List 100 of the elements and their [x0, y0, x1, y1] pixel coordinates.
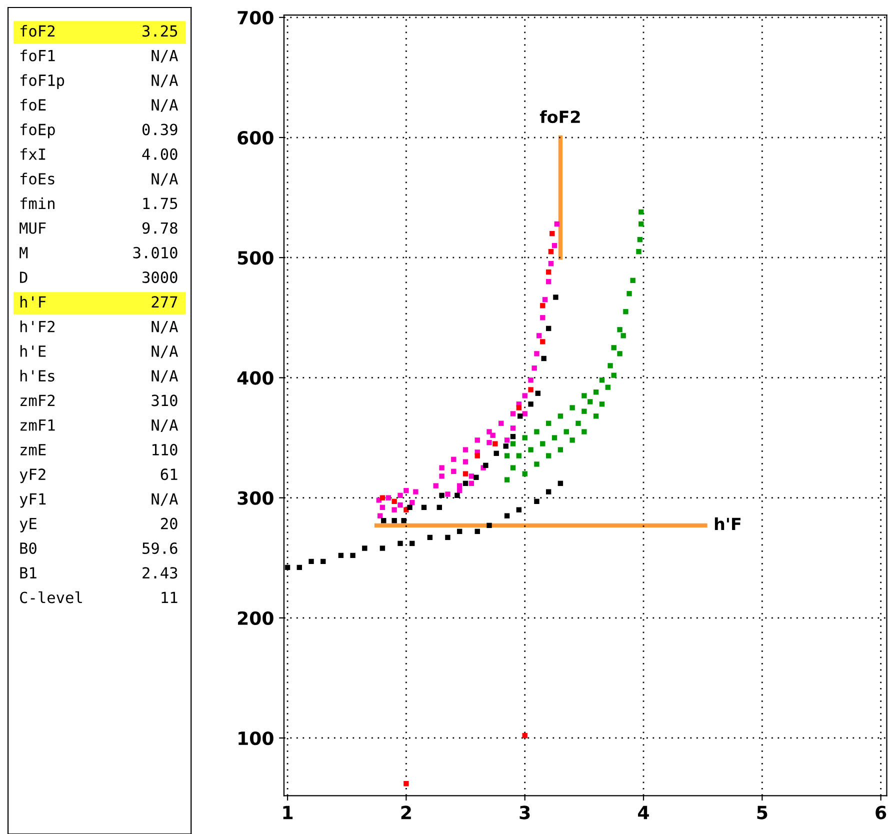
y-tick-label: 300 [238, 491, 274, 505]
text: zmF2 310 [20, 394, 178, 406]
point [433, 483, 438, 488]
point [534, 429, 540, 434]
x-tick-label: 1 [283, 806, 293, 820]
text: foF2 3.25 [20, 24, 178, 37]
point [308, 558, 314, 564]
point [522, 471, 528, 476]
point [439, 492, 444, 498]
point [510, 411, 516, 416]
point [504, 513, 510, 518]
point [456, 483, 462, 488]
point [362, 546, 368, 551]
point [550, 230, 555, 236]
text: yF2 61 [20, 468, 178, 484]
point [468, 480, 474, 486]
point [504, 438, 510, 443]
point [546, 279, 552, 284]
text: foF1p N/A [20, 74, 178, 89]
point [516, 507, 522, 512]
point [599, 402, 605, 407]
point [413, 489, 418, 494]
point [617, 351, 622, 356]
point [421, 504, 427, 510]
point [492, 441, 498, 446]
y-tick-label: 400 [237, 371, 274, 385]
point [534, 498, 540, 504]
point [439, 465, 444, 470]
point [486, 440, 492, 446]
point [504, 477, 510, 482]
point [546, 489, 552, 494]
point [552, 435, 558, 440]
point [462, 471, 468, 476]
point [564, 429, 569, 434]
point [498, 420, 504, 426]
point [518, 414, 523, 419]
y-tick-label: 600 [238, 130, 274, 145]
point [532, 365, 537, 371]
point [462, 447, 468, 452]
point [516, 405, 522, 410]
point [462, 459, 468, 464]
point [534, 351, 540, 356]
point [528, 447, 534, 452]
point [588, 399, 593, 404]
point [630, 278, 636, 284]
point [504, 453, 510, 458]
point [510, 434, 516, 440]
point [522, 732, 528, 738]
point [570, 405, 575, 410]
text: B1 2.43 [20, 567, 178, 579]
point [296, 564, 302, 570]
point [599, 378, 605, 383]
point [436, 504, 442, 510]
point [534, 462, 540, 467]
point [540, 303, 546, 308]
point [445, 492, 450, 497]
point [593, 390, 599, 395]
point [546, 420, 552, 426]
point [552, 242, 558, 248]
text: foEp 0.39 [20, 123, 178, 138]
point [474, 438, 480, 443]
point [541, 356, 546, 362]
text: foF1 N/A [20, 50, 178, 63]
point [398, 540, 403, 546]
text: fmin 1.75 [20, 197, 178, 210]
point [338, 552, 344, 558]
point [626, 291, 632, 296]
point [439, 474, 444, 479]
point [611, 345, 616, 350]
text: B0 59.6 [20, 542, 178, 554]
point [636, 249, 642, 254]
point [386, 495, 391, 500]
point [503, 444, 508, 449]
point [536, 333, 542, 338]
point [522, 393, 528, 398]
point [284, 564, 290, 570]
point [548, 249, 554, 254]
point [392, 498, 397, 504]
point [320, 558, 326, 564]
point [398, 492, 403, 498]
point [554, 221, 560, 227]
text: D 3000 [20, 272, 178, 284]
point [486, 429, 492, 434]
text: foEs N/A [20, 172, 178, 186]
text: MUF 9.78 [20, 222, 178, 234]
point [553, 294, 558, 300]
point [611, 372, 616, 378]
point [392, 507, 397, 512]
point [620, 333, 626, 338]
y-tick-label: 700 [238, 10, 274, 25]
x-tick-label: 5 [757, 806, 768, 820]
point [510, 426, 516, 431]
point [558, 414, 564, 419]
annotation: foF2 [540, 110, 580, 124]
point [407, 504, 412, 510]
x-tick-label: 4 [638, 806, 649, 820]
text: foE N/A [20, 98, 178, 112]
point [474, 528, 480, 534]
point [468, 474, 474, 479]
point [510, 441, 516, 446]
